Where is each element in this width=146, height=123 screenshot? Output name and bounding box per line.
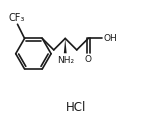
- Text: CF₃: CF₃: [9, 13, 25, 23]
- Text: OH: OH: [103, 34, 117, 43]
- Text: HCl: HCl: [66, 101, 86, 114]
- Text: O: O: [85, 55, 92, 64]
- Text: NH₂: NH₂: [57, 56, 74, 65]
- Polygon shape: [64, 38, 67, 53]
